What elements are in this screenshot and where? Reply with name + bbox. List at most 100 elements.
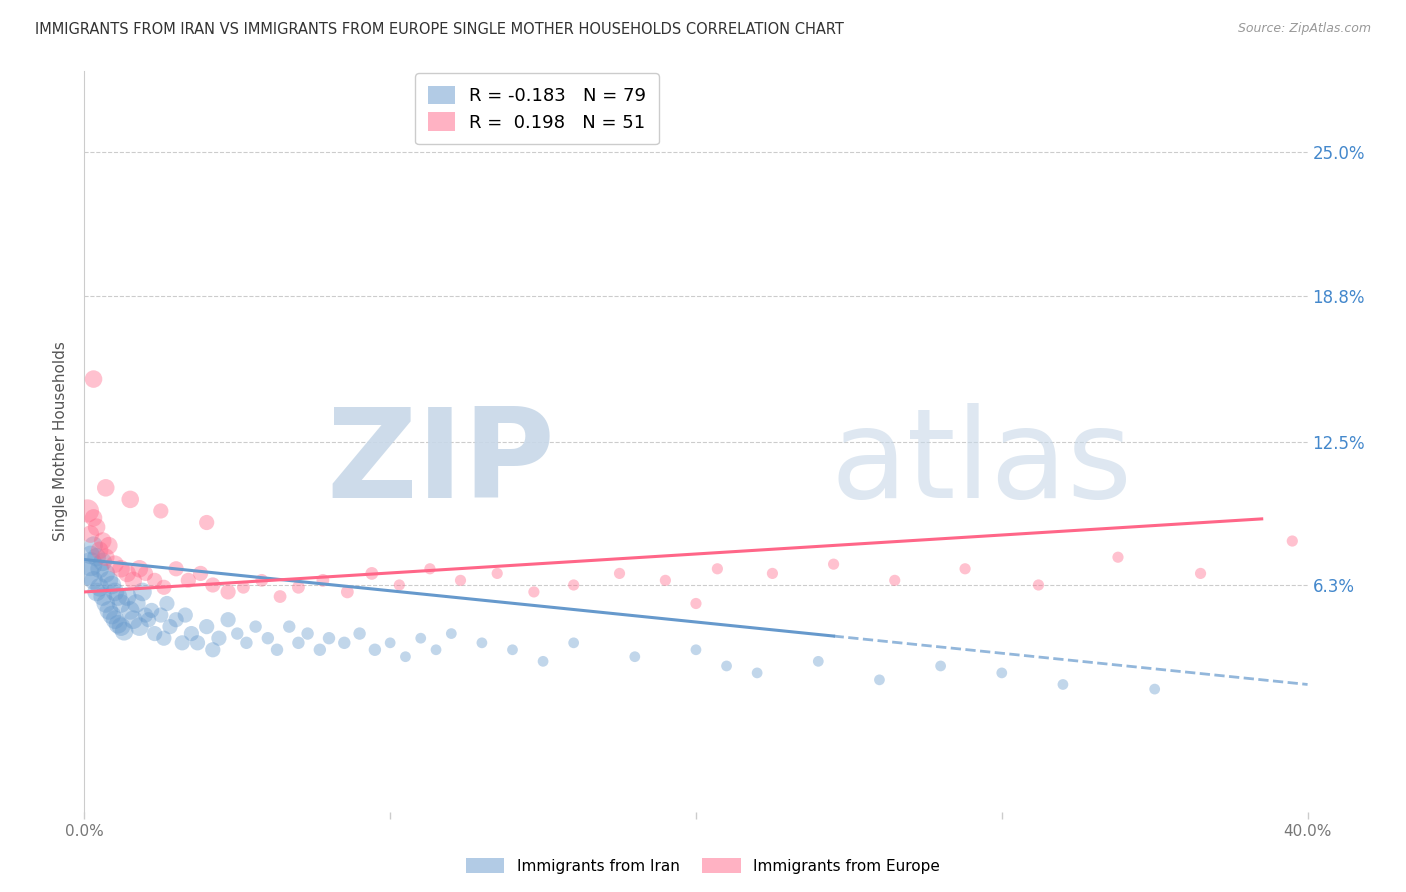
Point <box>486 566 509 581</box>
Point <box>807 654 830 668</box>
Point <box>94 597 117 611</box>
Legend: Immigrants from Iran, Immigrants from Europe: Immigrants from Iran, Immigrants from Eu… <box>460 852 946 880</box>
Point <box>609 566 631 581</box>
Point <box>1052 677 1074 691</box>
Point <box>318 631 340 645</box>
Point <box>232 580 254 594</box>
Point <box>143 574 166 588</box>
Text: Source: ZipAtlas.com: Source: ZipAtlas.com <box>1237 22 1371 36</box>
Point <box>174 608 197 623</box>
Point <box>747 665 769 680</box>
Point <box>89 580 111 594</box>
Point <box>266 642 288 657</box>
Point <box>823 557 845 571</box>
Point <box>523 585 546 599</box>
Point <box>94 550 117 565</box>
Point <box>186 636 208 650</box>
Point <box>180 626 202 640</box>
Point <box>409 631 432 645</box>
Point <box>138 613 160 627</box>
Point <box>349 626 371 640</box>
Point <box>86 585 108 599</box>
Point <box>110 619 132 633</box>
Point <box>101 578 124 592</box>
Point <box>172 636 194 650</box>
Point <box>110 562 132 576</box>
Point <box>94 481 117 495</box>
Y-axis label: Single Mother Households: Single Mother Households <box>53 342 69 541</box>
Point <box>104 557 127 571</box>
Point <box>562 636 585 650</box>
Point <box>217 613 239 627</box>
Point <box>208 631 231 645</box>
Legend: R = -0.183   N = 79, R =  0.198   N = 51: R = -0.183 N = 79, R = 0.198 N = 51 <box>415 73 659 145</box>
Point <box>685 642 707 657</box>
Point <box>76 566 98 581</box>
Point <box>128 562 150 576</box>
Point <box>201 578 224 592</box>
Point <box>120 492 142 507</box>
Point <box>153 580 176 594</box>
Point <box>112 624 135 639</box>
Point <box>89 543 111 558</box>
Point <box>297 626 319 640</box>
Point <box>531 654 554 668</box>
Point <box>165 562 187 576</box>
Point <box>110 597 132 611</box>
Point <box>287 580 309 594</box>
Point <box>115 566 138 581</box>
Point <box>153 631 176 645</box>
Point <box>76 504 98 518</box>
Point <box>83 511 105 525</box>
Text: atlas: atlas <box>831 403 1133 524</box>
Point <box>177 574 200 588</box>
Point <box>245 619 267 633</box>
Point <box>312 574 335 588</box>
Point <box>1281 534 1303 549</box>
Point <box>336 585 359 599</box>
Point <box>120 603 142 617</box>
Point <box>135 566 157 581</box>
Point <box>165 613 187 627</box>
Point <box>269 590 291 604</box>
Point <box>115 590 138 604</box>
Point <box>1028 578 1050 592</box>
Point <box>149 608 172 623</box>
Point <box>91 534 114 549</box>
Point <box>79 557 101 571</box>
Point <box>201 642 224 657</box>
Point <box>624 649 647 664</box>
Point <box>217 585 239 599</box>
Point <box>380 636 402 650</box>
Point <box>929 659 952 673</box>
Point <box>79 527 101 541</box>
Point <box>141 603 163 617</box>
Point <box>991 665 1014 680</box>
Point <box>1189 566 1212 581</box>
Point <box>287 636 309 650</box>
Point <box>156 597 179 611</box>
Point <box>97 603 120 617</box>
Point <box>308 642 330 657</box>
Point <box>685 597 707 611</box>
Point <box>364 642 387 657</box>
Point <box>195 619 218 633</box>
Point <box>761 566 783 581</box>
Text: IMMIGRANTS FROM IRAN VS IMMIGRANTS FROM EUROPE SINGLE MOTHER HOUSEHOLDS CORRELAT: IMMIGRANTS FROM IRAN VS IMMIGRANTS FROM … <box>35 22 844 37</box>
Point <box>388 578 411 592</box>
Point <box>869 673 891 687</box>
Point <box>360 566 382 581</box>
Point <box>97 574 120 588</box>
Point <box>83 372 105 386</box>
Point <box>83 574 105 588</box>
Text: ZIP: ZIP <box>326 403 555 524</box>
Point <box>104 585 127 599</box>
Point <box>440 626 463 640</box>
Point <box>101 608 124 623</box>
Point <box>502 642 524 657</box>
Point <box>333 636 356 650</box>
Point <box>471 636 494 650</box>
Point <box>883 574 905 588</box>
Point <box>143 626 166 640</box>
Point <box>1143 682 1166 697</box>
